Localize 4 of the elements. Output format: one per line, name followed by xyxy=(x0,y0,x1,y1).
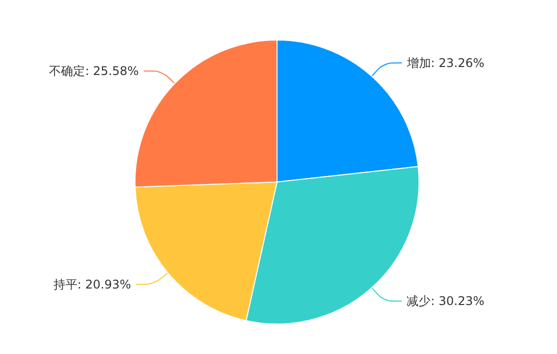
slice-label: 不确定: 25.58% xyxy=(49,64,139,78)
slice-label: 减少: 30.23% xyxy=(406,294,484,308)
slice-label: 增加: 23.26% xyxy=(406,56,484,70)
slice-label: 持平: 20.93% xyxy=(53,277,132,292)
